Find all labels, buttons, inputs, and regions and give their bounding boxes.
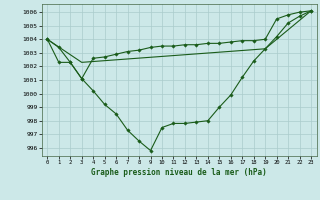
X-axis label: Graphe pression niveau de la mer (hPa): Graphe pression niveau de la mer (hPa) [91, 168, 267, 177]
